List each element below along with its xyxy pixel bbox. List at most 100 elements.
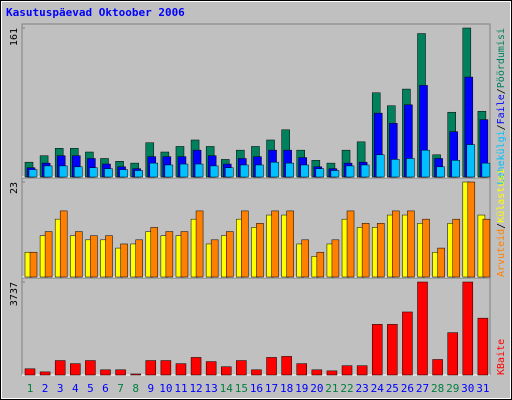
bar (120, 243, 128, 278)
bar (221, 366, 232, 376)
x-tick-label: 7 (117, 382, 124, 395)
x-tick-label: 24 (371, 382, 385, 395)
bar (300, 164, 309, 178)
x-tick-label: 30 (461, 382, 474, 395)
x-tick-label: 29 (446, 382, 459, 395)
x-tick-label: 31 (476, 382, 489, 395)
bar (296, 363, 307, 376)
bar (285, 162, 294, 178)
bar (361, 223, 370, 278)
bar (467, 181, 476, 278)
bar (39, 371, 51, 376)
legend: Lehekülgi/Faile/Pöördumisi (496, 28, 507, 185)
x-tick-label: 14 (220, 382, 234, 395)
bar (452, 218, 460, 278)
x-tick-label: 4 (72, 382, 79, 395)
bar (59, 210, 68, 278)
x-tick-label: 6 (102, 382, 109, 395)
bar (421, 149, 430, 178)
bar (240, 164, 249, 178)
x-tick-label: 21 (325, 382, 338, 395)
legend-entry: KBaite (496, 339, 507, 375)
x-tick-label: 15 (235, 382, 248, 395)
bar (477, 317, 489, 376)
bar (209, 165, 219, 178)
bar (205, 361, 217, 376)
bar (451, 160, 460, 178)
bar (345, 165, 355, 178)
legend-entry: Külastusi (496, 169, 507, 223)
x-tick-label: 25 (386, 382, 399, 395)
bar (164, 164, 174, 178)
bar (75, 231, 83, 278)
x-tick-label: 23 (356, 382, 369, 395)
bar (437, 247, 445, 278)
bar (286, 210, 294, 278)
y-tick-label: 161 (9, 28, 20, 46)
bar (271, 210, 279, 278)
chart-title: Kasutuspäevad Oktoober 2006 (6, 6, 185, 19)
bar (54, 360, 66, 376)
y-tick-label: 23 (9, 182, 20, 194)
x-tick-label: 26 (401, 382, 414, 395)
bar (281, 356, 292, 376)
bar (387, 324, 398, 376)
x-tick-label: 5 (87, 382, 94, 395)
legend-entry: Pöördumisi (496, 28, 507, 88)
legend: Arvuteid/Külastusi (496, 169, 507, 277)
bar (180, 231, 189, 278)
bar (165, 231, 174, 278)
bar (195, 210, 204, 278)
bar (24, 368, 36, 376)
bar (135, 239, 143, 278)
bar (149, 162, 159, 178)
bar (417, 281, 428, 376)
bar (89, 167, 98, 178)
bar (447, 332, 458, 376)
bar (392, 210, 400, 278)
bar (179, 163, 189, 178)
bar (29, 251, 38, 278)
bar (346, 210, 355, 278)
bar (406, 158, 415, 178)
x-tick-label: 20 (310, 382, 323, 395)
x-tick-label: 8 (132, 382, 139, 395)
bar (119, 169, 128, 178)
legend-entry: Faile (496, 94, 507, 124)
bar (316, 251, 325, 278)
bar (481, 162, 491, 178)
bar (315, 168, 325, 178)
legend-separator: / (496, 223, 507, 229)
bar (301, 239, 309, 278)
x-tick-label: 27 (416, 382, 429, 395)
legend-entry: Arvuteid (496, 229, 507, 277)
x-tick-label: 9 (147, 382, 154, 395)
bar (74, 166, 83, 178)
bar (407, 210, 415, 278)
bar (70, 363, 81, 376)
bar (402, 311, 413, 376)
x-tick-label: 3 (57, 382, 64, 395)
bar (270, 161, 279, 178)
bar (194, 163, 204, 178)
bar (190, 357, 202, 376)
bar (255, 164, 264, 178)
bar (356, 365, 368, 376)
bar (241, 210, 249, 278)
bar (432, 359, 443, 376)
x-tick-label: 17 (265, 382, 278, 395)
legend-separator: / (496, 88, 507, 94)
bar (341, 365, 353, 376)
bar (104, 168, 113, 178)
bar (482, 218, 491, 278)
bar (466, 144, 476, 178)
bar (360, 164, 370, 178)
legend: KBaite (496, 339, 507, 375)
x-tick-label: 19 (295, 382, 308, 395)
x-tick-label: 22 (340, 382, 353, 395)
x-tick-label: 11 (174, 382, 187, 395)
bar (175, 363, 187, 376)
bar (90, 235, 98, 278)
